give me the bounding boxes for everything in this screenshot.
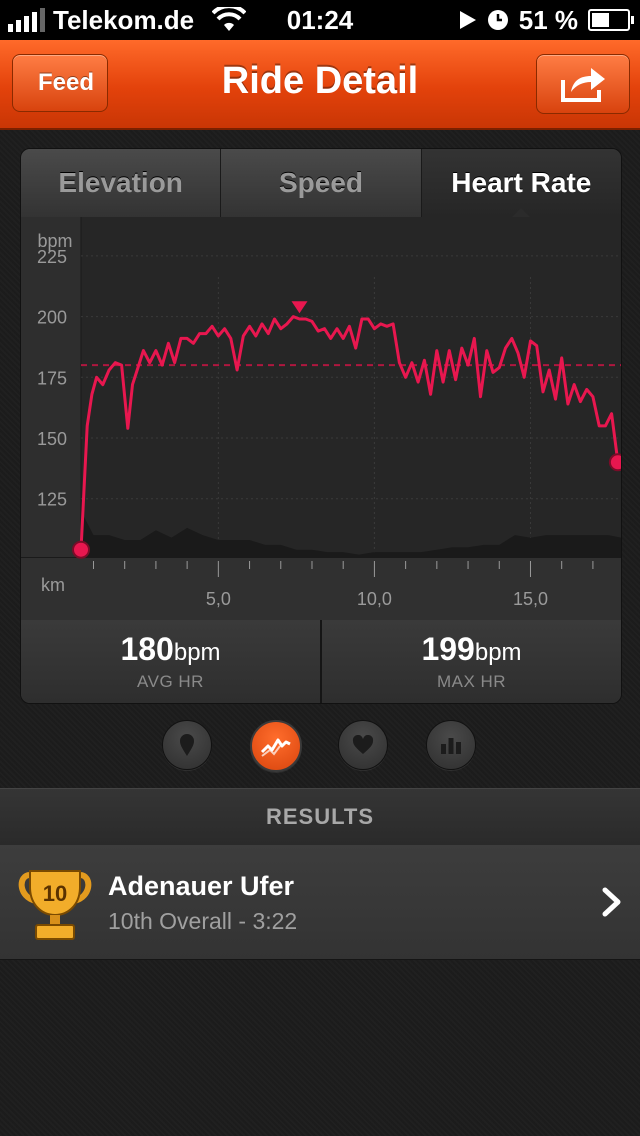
max-hr-stat: 199bpm MAX HR [322,620,621,703]
back-button-feed[interactable]: Feed [12,54,108,112]
status-bar: Telekom.de 01:24 51 % [0,0,640,40]
share-button[interactable] [536,54,630,114]
share-icon [561,68,605,102]
battery-icon [588,9,634,31]
y-axis-label: bpm [37,231,72,251]
chart-icon [260,738,291,757]
navigation-bar: Feed Ride Detail [0,40,640,130]
avg-hr-value: 180 [120,631,174,667]
result-list-item[interactable]: 10 Adenauer Ufer 10th Overall - 3:22 [0,845,640,960]
back-button-label: Feed [37,69,94,96]
max-hr-value: 199 [421,631,475,667]
avg-hr-unit: bpm [173,639,221,666]
max-hr-marker [291,301,308,314]
page-title: Ride Detail [221,60,419,102]
y-tick-label: 200 [37,308,67,328]
heart-mode-button[interactable] [338,720,388,770]
avg-hr-stat: 180bpm AVG HR [21,620,322,703]
x-tick-label: 15,0 [513,589,548,609]
end-point-marker [608,453,621,472]
segment-result: 10th Overall - 3:22 [108,908,298,934]
x-tick-label: 10,0 [357,589,392,609]
chevron-right-icon [602,887,621,917]
tab-speed[interactable]: Speed [221,149,422,218]
battery-percent: 51 % [518,4,578,35]
bar-chart-icon [441,738,461,754]
stats-row: 180bpm AVG HR 199bpm MAX HR [21,620,621,703]
stats-mode-button[interactable] [426,720,476,770]
avg-hr-label: AVG HR [137,672,204,691]
y-tick-label: 125 [37,490,67,510]
y-axis-column [21,217,81,557]
alarm-clock-icon [487,10,508,30]
wifi-icon [212,7,247,31]
carrier-name: Telekom.de [53,4,195,35]
y-tick-label: 225 [37,247,67,267]
tab-heart-rate[interactable]: Heart Rate [421,149,621,218]
signal-strength-icon [8,8,45,32]
map-mode-button[interactable] [162,720,212,770]
x-tick-label: 5,0 [206,589,231,609]
max-hr-unit: bpm [474,639,522,666]
map-pin-icon [180,734,194,756]
x-axis-label: km [41,575,65,595]
trophy-rank-text: 10 [43,881,67,906]
start-point-marker [72,540,90,559]
view-mode-selector [0,720,640,772]
trophy-icon: 10 [18,870,92,940]
chart-mode-button[interactable] [250,720,302,772]
heart-icon [352,735,374,754]
y-tick-label: 150 [37,429,67,449]
y-tick-label: 175 [37,368,67,388]
results-header: RESULTS [0,788,640,846]
chart-background [21,217,621,557]
play-icon [459,11,476,29]
elevation-area [81,510,621,557]
ride-chart-card: Elevation Speed Heart Rate 225 200 175 150 1… [20,148,622,704]
clock: 01:24 [286,5,354,35]
chart-tabs: Elevation Speed Heart Rate [21,149,621,218]
heart-rate-chart[interactable]: 225 200 175 150 125 bpm 5,0 10,0 15,0 km [21,217,621,619]
segment-name: Adenauer Ufer [108,871,295,901]
heart-rate-line [79,315,620,550]
tab-elevation[interactable]: Elevation [21,149,222,218]
max-hr-label: MAX HR [436,672,507,691]
